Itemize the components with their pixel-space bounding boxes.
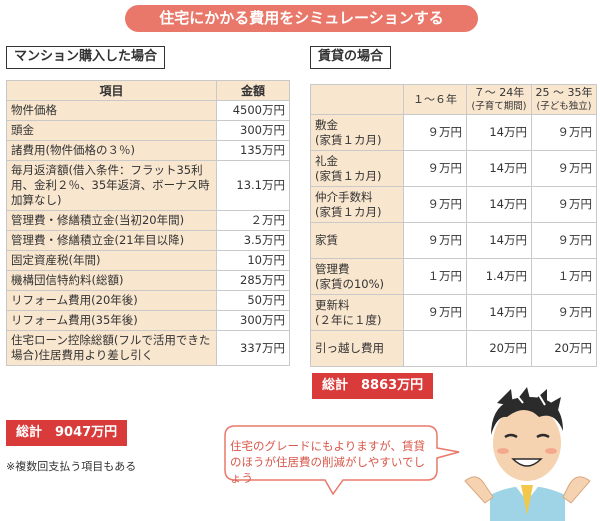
header-period-3: 25 〜 35年 (子ども独立)	[531, 84, 597, 115]
purchase-item-cell: 固定資産税(年間)	[6, 250, 217, 271]
table-row: 家賃 ９万円 14万円 ９万円	[310, 222, 597, 259]
table-row: 頭金 300万円	[6, 120, 290, 141]
table-header-row: 項目 金額	[6, 80, 290, 101]
table-row: 礼金 (家賃１カ月) ９万円 14万円 ９万円	[310, 150, 597, 187]
header-period-2: ７〜 24年 (子育て期間)	[466, 84, 532, 115]
purchase-total-badge: 総計 9047万円	[6, 420, 128, 446]
purchase-amount-cell: 300万円	[216, 120, 290, 141]
rental-value-cell: ９万円	[403, 294, 467, 331]
header-period-3-main: 25 〜 35年	[535, 86, 593, 99]
table-row: 管理費・修繕積立金(当初20年間) ２万円	[6, 210, 290, 231]
table-header-row: １〜６年 ７〜 24年 (子育て期間) 25 〜 35年 (子ども独立)	[310, 84, 597, 115]
rental-value-cell: ９万円	[403, 114, 467, 151]
rental-value-cell: ９万円	[531, 186, 597, 223]
purchase-amount-cell: 135万円	[216, 140, 290, 161]
purchase-item-cell: 毎月返済額(借入条件：フラット35利用、金利２％、35年返済、ボーナス時加算なし…	[6, 160, 217, 211]
purchase-amount-cell: 13.1万円	[216, 160, 290, 211]
purchase-amount-cell: ２万円	[216, 210, 290, 231]
table-row: 物件価格 4500万円	[6, 100, 290, 121]
purchase-amount-cell: 4500万円	[216, 100, 290, 121]
table-row: 固定資産税(年間) 10万円	[6, 250, 290, 271]
page-banner: 住宅にかかる費用をシミュレーションする	[125, 5, 478, 32]
header-period-1-main: １〜６年	[413, 93, 457, 106]
header-blank	[310, 84, 404, 115]
table-row: 毎月返済額(借入条件：フラット35利用、金利２％、35年返済、ボーナス時加算なし…	[6, 160, 290, 211]
rental-value-cell: 14万円	[466, 294, 532, 331]
purchase-item-cell: 物件価格	[6, 100, 217, 121]
table-row: 住宅ローン控除総額(フルで活用できた場合)住居費用より差し引く 337万円	[6, 330, 290, 366]
header-period-2-sub: (子育て期間)	[471, 101, 527, 112]
rental-value-cell: 20万円	[466, 330, 532, 367]
purchase-amount-cell: 337万円	[216, 330, 290, 366]
rental-item-cell: 更新料 (２年に１度)	[310, 294, 404, 331]
rental-value-cell: ９万円	[403, 150, 467, 187]
rental-value-cell: ９万円	[531, 222, 597, 259]
rental-value-cell: ９万円	[531, 150, 597, 187]
rental-value-cell: 14万円	[466, 222, 532, 259]
table-row: 機構団信特約料(総額) 285万円	[6, 270, 290, 291]
purchase-amount-cell: 285万円	[216, 270, 290, 291]
header-period-1: １〜６年	[403, 84, 467, 115]
rental-item-cell: 敷金 (家賃１カ月)	[310, 114, 404, 151]
speech-bubble	[224, 425, 460, 496]
advisor-character-icon	[464, 387, 591, 521]
footnote: ※複数回支払う項目もある	[6, 460, 137, 473]
header-item: 項目	[6, 80, 217, 101]
purchase-item-cell: 住宅ローン控除総額(フルで活用できた場合)住居費用より差し引く	[6, 330, 217, 366]
purchase-amount-cell: 10万円	[216, 250, 290, 271]
rental-value-cell: 14万円	[466, 150, 532, 187]
rental-item-cell: 管理費 (家賃の10%)	[310, 258, 404, 295]
table-row: 更新料 (２年に１度) ９万円 14万円 ９万円	[310, 294, 597, 331]
purchase-item-cell: 諸費用(物件価格の３％)	[6, 140, 217, 161]
rental-value-cell: １万円	[403, 258, 467, 295]
rental-value-cell: ９万円	[403, 222, 467, 259]
table-row: 仲介手数料 (家賃１カ月) ９万円 14万円 ９万円	[310, 186, 597, 223]
purchase-section-title: マンション購入した場合	[6, 46, 166, 69]
rental-item-cell: 家賃	[310, 222, 404, 259]
rental-item-cell: 引っ越し費用	[310, 330, 404, 367]
rental-value-cell: 14万円	[466, 114, 532, 151]
rental-value-cell: 20万円	[531, 330, 597, 367]
table-row: 管理費・修繕積立金(21年目以降) 3.5万円	[6, 230, 290, 251]
table-row: 引っ越し費用 20万円 20万円	[310, 330, 597, 367]
rental-cost-table: １〜６年 ７〜 24年 (子育て期間) 25 〜 35年 (子ども独立) 敷金 …	[310, 84, 597, 367]
table-row: 諸費用(物件価格の３％) 135万円	[6, 140, 290, 161]
header-amount: 金額	[216, 80, 290, 101]
table-row: 管理費 (家賃の10%) １万円 1.4万円 １万円	[310, 258, 597, 295]
header-period-3-sub: (子ども独立)	[536, 101, 592, 112]
rental-value-cell: ９万円	[531, 294, 597, 331]
purchase-amount-cell: 50万円	[216, 290, 290, 311]
purchase-amount-cell: 3.5万円	[216, 230, 290, 251]
rental-section-title: 賃貸の場合	[310, 46, 392, 69]
rental-value-cell: ９万円	[531, 114, 597, 151]
purchase-item-cell: 管理費・修繕積立金(当初20年間)	[6, 210, 217, 231]
purchase-amount-cell: 300万円	[216, 310, 290, 331]
table-row: リフォーム費用(20年後) 50万円	[6, 290, 290, 311]
purchase-item-cell: リフォーム費用(35年後)	[6, 310, 217, 331]
table-row: リフォーム費用(35年後) 300万円	[6, 310, 290, 331]
purchase-item-cell: 機構団信特約料(総額)	[6, 270, 217, 291]
purchase-item-cell: 頭金	[6, 120, 217, 141]
rental-item-cell: 礼金 (家賃１カ月)	[310, 150, 404, 187]
rental-value-cell: 1.4万円	[466, 258, 532, 295]
purchase-item-cell: リフォーム費用(20年後)	[6, 290, 217, 311]
table-row: 敷金 (家賃１カ月) ９万円 14万円 ９万円	[310, 114, 597, 151]
rental-value-cell	[403, 330, 467, 367]
rental-value-cell: 14万円	[466, 186, 532, 223]
rental-value-cell: ９万円	[403, 186, 467, 223]
purchase-item-cell: 管理費・修繕積立金(21年目以降)	[6, 230, 217, 251]
rental-item-cell: 仲介手数料 (家賃１カ月)	[310, 186, 404, 223]
purchase-cost-table: 項目 金額 物件価格 4500万円 頭金 300万円 諸費用(物件価格の３％) 135万円…	[6, 80, 290, 366]
rental-value-cell: １万円	[531, 258, 597, 295]
rental-total-badge: 総計 8863万円	[312, 373, 434, 399]
speech-bubble-text: 住宅のグレードにもよりますが、賃貸のほうが住居費の削減がしやすいでしょう	[230, 439, 426, 485]
header-period-2-main: ７〜 24年	[473, 86, 525, 99]
